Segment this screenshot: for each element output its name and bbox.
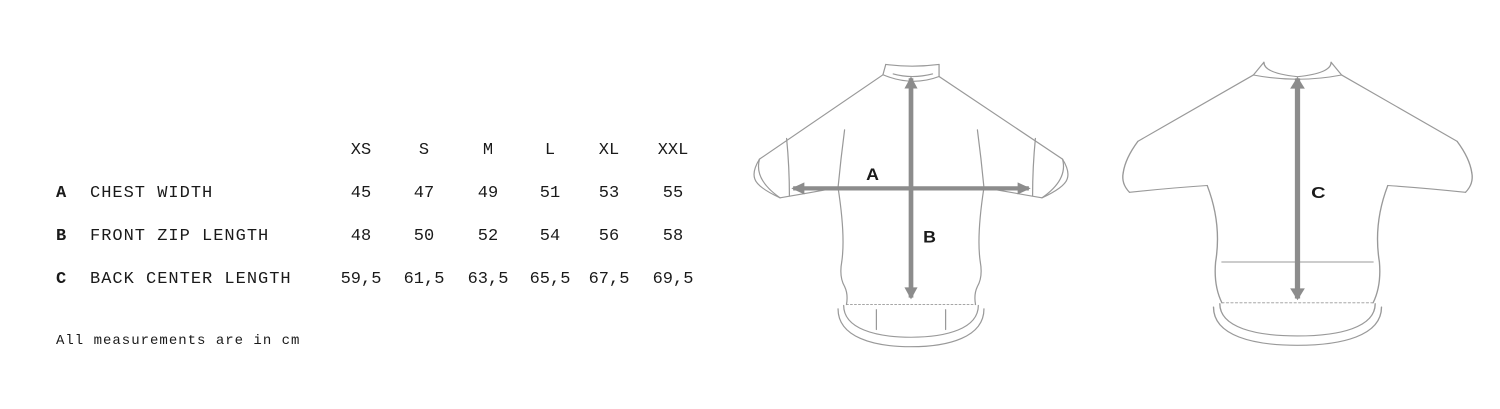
svg-text:B: B — [923, 228, 936, 246]
svg-text:C: C — [1311, 184, 1325, 202]
svg-text:A: A — [866, 165, 879, 183]
